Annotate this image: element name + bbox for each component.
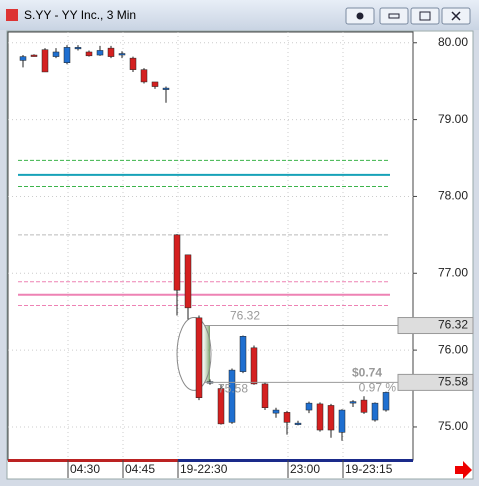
candle-body <box>19 56 27 61</box>
candle-body <box>305 402 313 411</box>
candle-body <box>151 81 159 87</box>
candle-body <box>349 401 357 404</box>
measure-fill <box>200 325 210 383</box>
candle-body <box>74 47 82 50</box>
y-tick-label: 75.00 <box>438 419 468 433</box>
candle-body <box>107 47 115 57</box>
candle-body <box>371 402 379 421</box>
candle-body <box>228 369 236 423</box>
candle-body <box>261 383 269 408</box>
price-label-box <box>397 373 474 391</box>
price-label-box <box>397 317 474 335</box>
app-icon <box>6 9 18 21</box>
measure-percent: 0.97 % <box>359 381 397 395</box>
measure-circle <box>176 317 212 391</box>
x-tick-label: 04:30 <box>70 462 100 476</box>
y-tick-label: 80.00 <box>438 35 468 49</box>
candle-body <box>382 392 390 411</box>
close-icon <box>451 11 461 21</box>
plot-area <box>7 31 414 461</box>
candle-body <box>338 409 346 433</box>
maximize-button[interactable] <box>410 7 440 25</box>
x-tick-label: 19-23:15 <box>345 462 393 476</box>
candle-body <box>195 317 203 399</box>
candle-body <box>118 53 126 56</box>
candle-body <box>239 336 247 372</box>
candle-body <box>63 47 71 63</box>
candle-body <box>30 54 38 57</box>
y-tick-label: 76.00 <box>438 342 468 356</box>
session-bar <box>8 459 178 462</box>
window-title: S.YY - YY Inc., 3 Min <box>24 8 136 22</box>
candle-body <box>217 388 225 425</box>
candle-body <box>360 399 368 413</box>
candle-body <box>272 409 280 414</box>
candle-body <box>52 51 60 57</box>
measure-start: 76.32 <box>230 309 260 323</box>
session-bar <box>178 459 413 462</box>
price-label: 75.58 <box>438 375 468 389</box>
x-tick-label: 19-22:30 <box>180 462 228 476</box>
candle-body <box>173 234 181 291</box>
y-tick-label: 77.00 <box>438 265 468 279</box>
minimize-icon <box>388 13 400 19</box>
price-label: 76.32 <box>438 318 468 332</box>
x-tick-label: 04:45 <box>125 462 155 476</box>
candle-body <box>85 51 93 57</box>
y-tick-label: 78.00 <box>438 189 468 203</box>
candle-body <box>41 49 49 73</box>
minimize-button[interactable] <box>379 7 409 25</box>
x-tick-label: 23:00 <box>290 462 320 476</box>
candle-body <box>140 69 148 83</box>
candle-body <box>316 403 324 431</box>
candle-body <box>294 422 302 425</box>
candle-body <box>283 412 291 423</box>
candle-body <box>327 405 335 431</box>
measure-end: 75.58 <box>218 382 248 396</box>
scroll-arrow[interactable] <box>455 461 472 479</box>
candle-body <box>162 87 170 90</box>
dot-icon <box>356 12 364 20</box>
candle-body <box>250 347 258 385</box>
candle-body <box>129 57 137 70</box>
candle-body <box>96 50 104 56</box>
measure-change: $0.74 <box>352 366 382 380</box>
y-tick-label: 79.00 <box>438 112 468 126</box>
maximize-icon <box>419 11 431 21</box>
candle-body <box>184 254 192 309</box>
